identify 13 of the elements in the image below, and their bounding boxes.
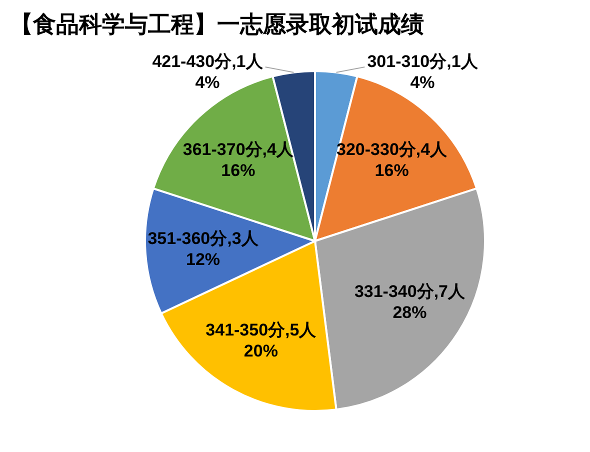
slice-label: 351-360分,3人: [148, 229, 260, 248]
data-label: 20%: [244, 341, 278, 360]
data-label: 4%: [195, 72, 220, 92]
data-label: 12%: [186, 250, 220, 270]
slice-label: 331-340分,7人: [354, 282, 466, 302]
data-label: 16%: [374, 161, 409, 180]
chart-title: 【食品科学与工程】一志愿录取初试成绩: [10, 11, 424, 37]
data-label: 4%: [410, 72, 435, 92]
slice-label: 341-350分,5人: [206, 320, 318, 340]
data-label: 28%: [392, 303, 427, 322]
slice-label: 421-430分,1人: [152, 52, 264, 71]
slice-label: 301-310分,1人: [367, 52, 479, 71]
data-label: 16%: [221, 161, 256, 180]
